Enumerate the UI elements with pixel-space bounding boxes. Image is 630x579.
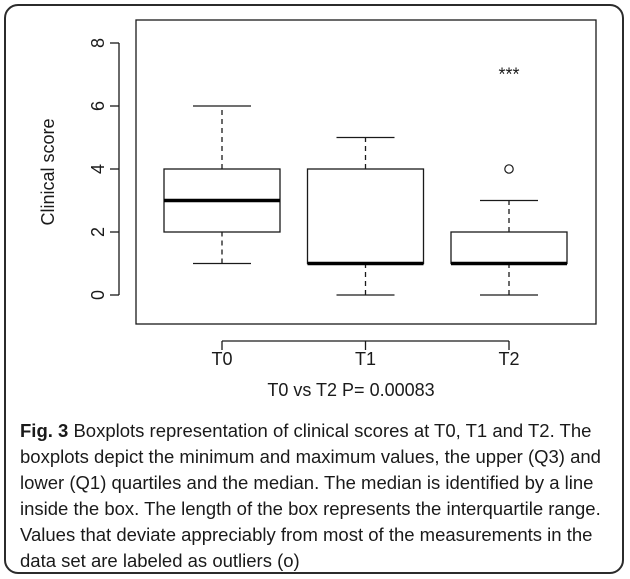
boxplot-chart: 0 2 4 6 8 T0 T1 T2 *** Clinical score T0 vs T2… <box>38 19 597 400</box>
box-t1 <box>306 136 425 296</box>
y-tick-label: 8 <box>88 38 108 48</box>
caption-text: Boxplots representation of clinical scor… <box>20 420 601 571</box>
boxes: *** <box>163 65 568 296</box>
figure-caption: Fig. 3 Boxplots representation of clinic… <box>20 418 612 574</box>
y-axis-label: Clinical score <box>38 118 58 225</box>
box-t2 <box>450 164 568 296</box>
y-tick-label: 4 <box>88 164 108 174</box>
x-tick-label: T2 <box>498 349 519 369</box>
box-t0 <box>163 105 281 265</box>
y-tick-label: 2 <box>88 227 108 237</box>
outlier-point <box>504 164 514 174</box>
figure-frame <box>4 4 624 574</box>
significance-annotation: *** <box>498 65 519 85</box>
x-tick-label: T0 <box>211 349 232 369</box>
x-axis-label: T0 vs T2 P= 0.00083 <box>267 380 434 400</box>
iqr-box <box>306 168 425 265</box>
plot-area <box>135 19 597 325</box>
y-tick-label: 6 <box>88 101 108 111</box>
x-axis: T0 T1 T2 <box>211 340 520 369</box>
caption-label: Fig. 3 <box>20 420 69 441</box>
y-tick-label: 0 <box>88 290 108 300</box>
y-axis: 0 2 4 6 8 <box>88 38 120 300</box>
x-tick-label: T1 <box>355 349 376 369</box>
iqr-box <box>450 231 568 265</box>
